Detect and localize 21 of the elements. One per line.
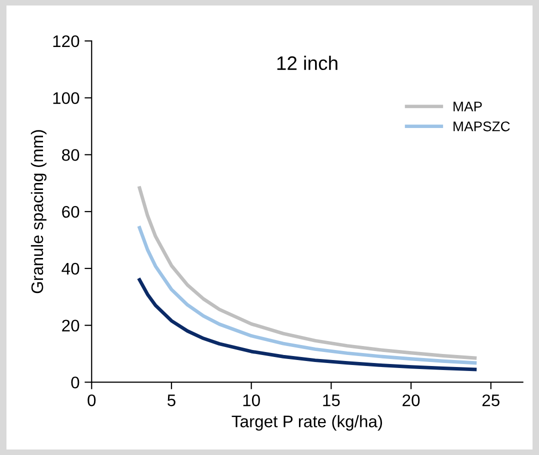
line-series bbox=[138, 278, 477, 372]
y-tick-label: 0 bbox=[71, 376, 80, 388]
line-series bbox=[138, 186, 477, 360]
x-tick-label: 20 bbox=[402, 394, 420, 406]
annotation: 12 inch bbox=[277, 56, 338, 70]
y-tick-label: 80 bbox=[62, 149, 80, 161]
legend-label: MAP bbox=[454, 102, 482, 112]
y-tick-label: 40 bbox=[62, 262, 80, 275]
y-tick-label: 60 bbox=[62, 206, 80, 218]
y-tick-label: 20 bbox=[62, 320, 80, 332]
x-tick-label: 15 bbox=[323, 394, 340, 406]
y-axis-title: Granule spacing (mm) bbox=[30, 130, 46, 294]
x-tick-label: 10 bbox=[243, 394, 260, 406]
y-tick-label: 100 bbox=[53, 92, 80, 104]
x-tick-label: 25 bbox=[482, 394, 500, 406]
line-series bbox=[138, 226, 477, 365]
x-axis-title: Target P rate (kg/ha) bbox=[232, 415, 382, 431]
x-tick-label: 0 bbox=[88, 394, 96, 406]
legend-label: MAPSZC bbox=[454, 121, 510, 132]
x-tick-label: 5 bbox=[168, 394, 176, 406]
y-tick-label: 120 bbox=[53, 35, 80, 48]
